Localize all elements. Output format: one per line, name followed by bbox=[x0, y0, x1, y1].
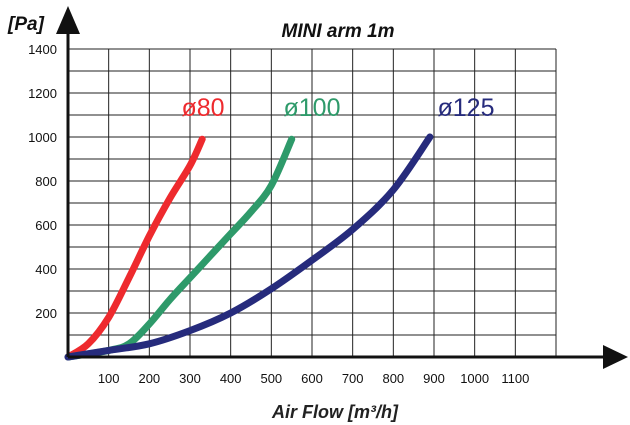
x-tick-label: 600 bbox=[301, 371, 323, 386]
x-tick-label: 100 bbox=[98, 371, 120, 386]
y-axis-arrow-icon bbox=[56, 6, 80, 34]
axes bbox=[56, 6, 628, 369]
y-tick-label: 400 bbox=[35, 262, 57, 277]
x-axis-arrow-icon bbox=[603, 345, 628, 369]
y-tick-label: 1400 bbox=[28, 42, 57, 57]
x-tick-label: 200 bbox=[138, 371, 160, 386]
x-tick-label: 700 bbox=[342, 371, 364, 386]
x-tick-label: 900 bbox=[423, 371, 445, 386]
y-tick-label: 200 bbox=[35, 306, 57, 321]
x-tick-label: 1100 bbox=[501, 371, 529, 386]
y-axis-label: [Pa] bbox=[7, 14, 45, 35]
y-tick-label: 800 bbox=[35, 174, 57, 189]
series-line-0 bbox=[64, 135, 206, 361]
series-layer bbox=[64, 133, 434, 361]
y-tick-label: 1200 bbox=[28, 86, 57, 101]
x-tick-label: 1000 bbox=[460, 371, 489, 386]
chart-title: MINI arm 1m bbox=[282, 21, 395, 42]
x-tick-label: 800 bbox=[382, 371, 404, 386]
x-tick-label: 300 bbox=[179, 371, 201, 386]
x-tick-label: 400 bbox=[220, 371, 242, 386]
series-label-d125: ø125 bbox=[438, 94, 495, 122]
series-label-d100: ø100 bbox=[284, 94, 341, 122]
tick-labels: 100 200 300 400 500 600 700 800 900 1000 1100 200 40… bbox=[28, 42, 529, 386]
series-line-2 bbox=[64, 133, 434, 361]
x-tick-label: 500 bbox=[260, 371, 282, 386]
x-axis-label: Air Flow [m³/h] bbox=[271, 402, 399, 422]
y-tick-label: 1000 bbox=[28, 130, 57, 145]
y-tick-label: 600 bbox=[35, 218, 57, 233]
series-label-d80: ø80 bbox=[181, 94, 224, 122]
